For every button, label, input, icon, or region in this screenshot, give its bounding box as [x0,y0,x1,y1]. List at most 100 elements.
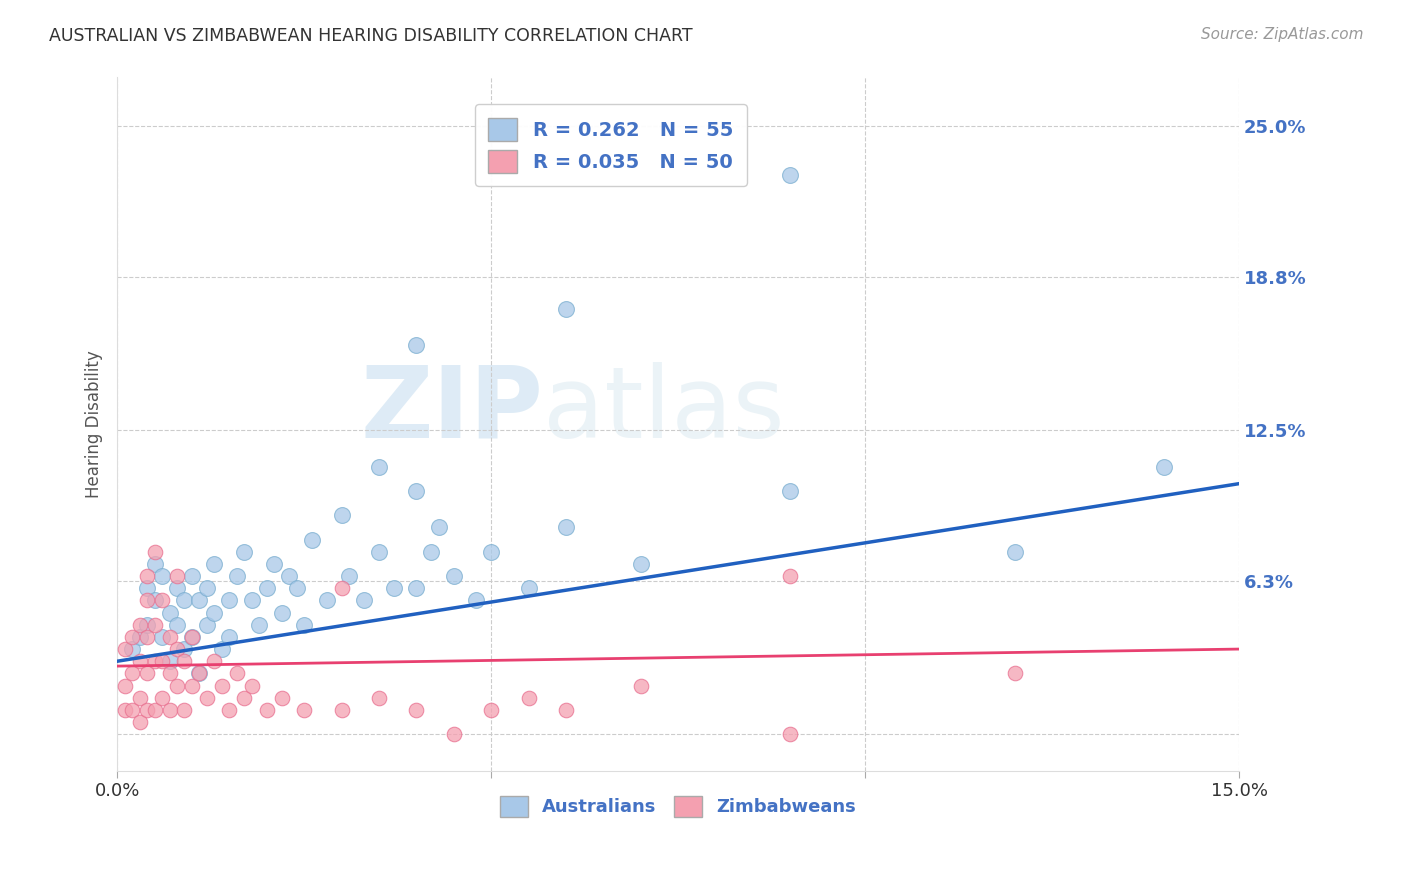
Point [1153,459,1175,474]
Point [195,617,218,632]
Point [188,666,211,681]
Point [173,703,195,717]
Point [1004,545,1026,559]
Point [285,581,308,595]
Point [128,714,150,729]
Point [128,690,150,705]
Point [218,630,240,644]
Point [292,617,315,632]
Y-axis label: Hearing Disability: Hearing Disability [86,351,103,498]
Point [128,630,150,644]
Point [555,520,578,534]
Point [143,617,166,632]
Point [181,630,204,644]
Point [150,654,173,668]
Point [166,581,188,595]
Point [121,703,143,717]
Point [136,666,159,681]
Point [443,727,465,741]
Point [405,581,427,595]
Point [233,545,256,559]
Point [779,569,801,583]
Point [240,679,263,693]
Point [188,666,211,681]
Point [1004,666,1026,681]
Point [256,703,278,717]
Point [315,593,337,607]
Point [128,654,150,668]
Point [159,606,181,620]
Point [195,581,218,595]
Point [150,690,173,705]
Point [368,690,391,705]
Point [405,338,427,352]
Point [225,569,247,583]
Point [181,569,204,583]
Point [479,545,502,559]
Point [337,569,360,583]
Text: ZIP: ZIP [360,361,544,458]
Point [330,508,353,523]
Point [330,703,353,717]
Point [166,617,188,632]
Point [270,690,292,705]
Point [166,642,188,657]
Point [218,593,240,607]
Point [353,593,375,607]
Point [779,483,801,498]
Point [211,679,233,693]
Point [420,545,443,559]
Point [779,727,801,741]
Point [368,459,391,474]
Point [136,703,159,717]
Point [270,606,292,620]
Point [166,679,188,693]
Point [143,703,166,717]
Point [204,606,226,620]
Point [143,593,166,607]
Point [143,545,166,559]
Point [204,557,226,571]
Point [150,630,173,644]
Point [301,533,323,547]
Point [479,703,502,717]
Point [166,569,188,583]
Text: atlas: atlas [544,361,785,458]
Point [517,690,540,705]
Point [465,593,488,607]
Point [247,617,270,632]
Point [630,679,652,693]
Point [263,557,285,571]
Point [136,630,159,644]
Point [173,593,195,607]
Point [143,557,166,571]
Point [256,581,278,595]
Point [405,703,427,717]
Point [330,581,353,595]
Point [159,630,181,644]
Point [159,654,181,668]
Point [630,557,652,571]
Point [150,593,173,607]
Point [143,654,166,668]
Point [517,581,540,595]
Text: AUSTRALIAN VS ZIMBABWEAN HEARING DISABILITY CORRELATION CHART: AUSTRALIAN VS ZIMBABWEAN HEARING DISABIL… [49,27,693,45]
Point [159,666,181,681]
Point [240,593,263,607]
Legend: Australians, Zimbabweans: Australians, Zimbabweans [494,789,863,824]
Point [150,569,173,583]
Point [181,679,204,693]
Point [136,593,159,607]
Point [114,642,136,657]
Point [292,703,315,717]
Point [114,703,136,717]
Point [427,520,450,534]
Point [181,630,204,644]
Point [136,569,159,583]
Point [128,617,150,632]
Point [188,593,211,607]
Point [136,581,159,595]
Point [204,654,226,668]
Point [555,703,578,717]
Point [114,679,136,693]
